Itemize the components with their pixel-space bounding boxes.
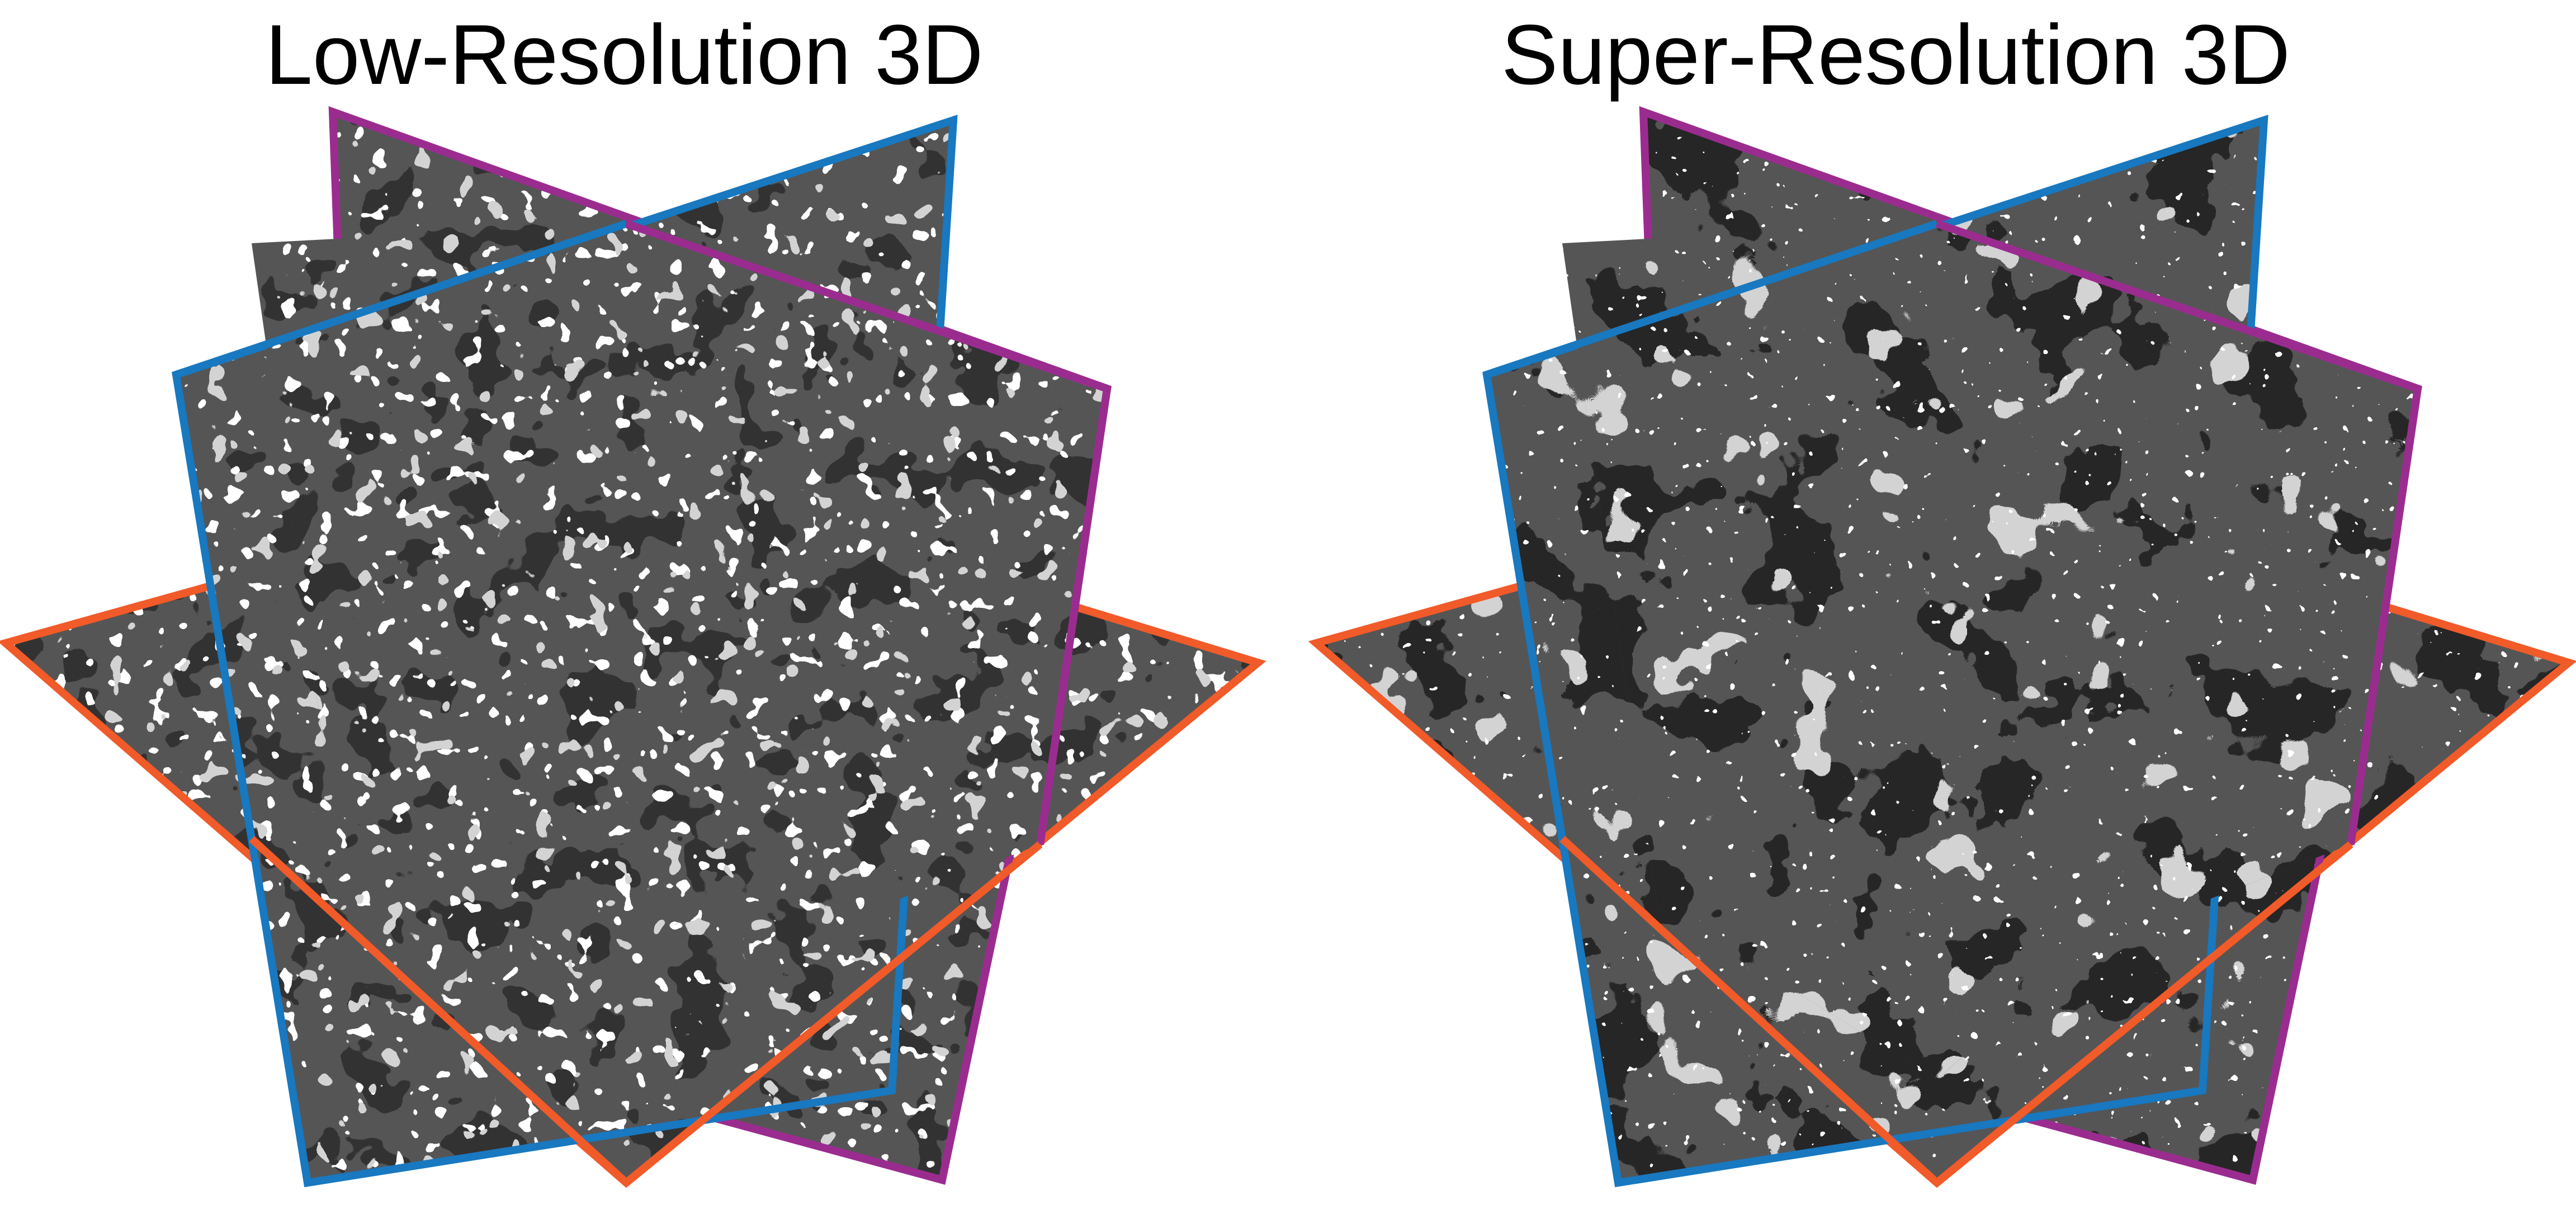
low-resolution-panel: Low-Resolution 3D — [0, 7, 1266, 1188]
super-resolution-panel: Super-Resolution 3D — [1288, 0, 2576, 1209]
super-resolution-title: Super-Resolution 3D — [1501, 7, 2290, 102]
super-resolution-orthoslice-view — [1308, 106, 2576, 1188]
low-resolution-orthoslice-view — [0, 106, 1266, 1188]
low-resolution-title: Low-Resolution 3D — [265, 7, 984, 102]
